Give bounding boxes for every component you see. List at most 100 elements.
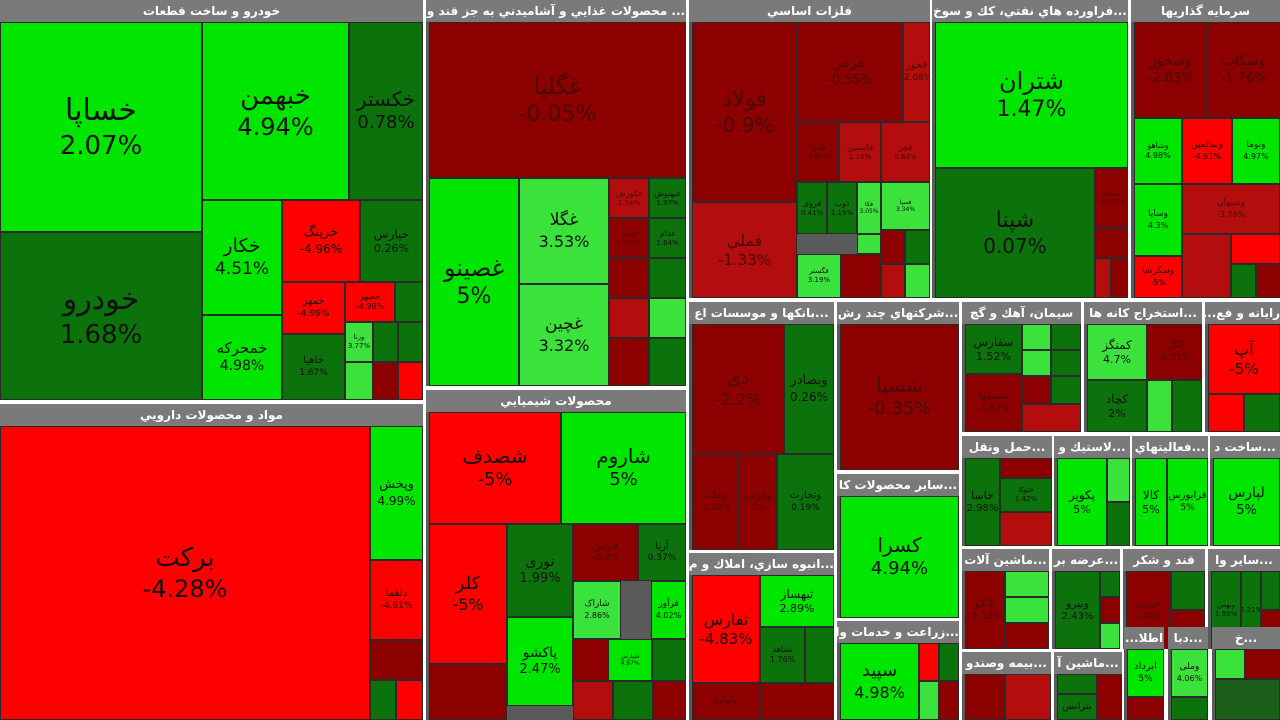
stock-tile[interactable]: کمنگز 4.7%	[1087, 324, 1147, 380]
minor-stock-tile[interactable]	[649, 298, 686, 338]
stock-tile[interactable]: فملي -1.33%	[692, 202, 797, 298]
minor-stock-tile[interactable]	[1182, 234, 1231, 298]
stock-tile[interactable]: شپنا 0.07%	[935, 168, 1095, 298]
sector-header[interactable]: ...انبوه سازي، املاك و م	[689, 553, 834, 575]
stock-tile[interactable]: سفارس 1.52%	[965, 324, 1022, 374]
sector-header[interactable]: رایانه و فع...	[1205, 302, 1280, 324]
stock-tile[interactable]: خرینگ -4.96%	[282, 200, 360, 282]
stock-tile[interactable]: شاروم 5%	[561, 412, 686, 524]
minor-stock-tile[interactable]	[1127, 697, 1164, 720]
sector-header[interactable]: فلزات اساسي	[689, 0, 930, 22]
minor-stock-tile[interactable]	[1261, 571, 1280, 610]
stock-tile[interactable]: وپخش 4.99%	[370, 426, 423, 560]
sector-header[interactable]: ...لاستيك و	[1054, 436, 1130, 458]
stock-tile[interactable]: تاپکو -0.12%	[965, 571, 1005, 649]
sector-header[interactable]: ...بانكها و موسسات اع	[689, 302, 834, 324]
minor-stock-tile[interactable]	[857, 234, 881, 254]
stock-tile[interactable]: خبهمن 4.94%	[202, 22, 349, 200]
stock-tile[interactable]: حاسا 2.98%	[965, 458, 1000, 546]
minor-stock-tile[interactable]	[652, 639, 686, 681]
stock-tile[interactable]: دلقما -4.61%	[370, 560, 423, 640]
minor-stock-tile[interactable]	[1051, 350, 1081, 376]
stock-tile[interactable]: هرمز -0.55%	[797, 22, 903, 122]
stock-tile[interactable]: فولاد -0.9%	[692, 22, 797, 202]
stock-tile[interactable]: کچاد 2%	[1087, 380, 1147, 432]
stock-tile[interactable]: شبندر -0.67%	[1095, 168, 1128, 228]
stock-tile[interactable]: غدام 1.64%	[649, 218, 686, 258]
minor-stock-tile[interactable]	[373, 322, 398, 362]
minor-stock-tile[interactable]	[1245, 649, 1280, 679]
minor-stock-tile[interactable]	[573, 681, 613, 720]
stock-tile[interactable]: کگل -0.51%	[1147, 324, 1202, 380]
sector-header[interactable]: ...عرضه بر	[1052, 549, 1120, 571]
minor-stock-tile[interactable]	[905, 230, 930, 264]
stock-tile[interactable]: ثشاهد 1.76%	[760, 627, 805, 683]
sector-header[interactable]: اطلا...	[1124, 627, 1164, 649]
stock-tile[interactable]: فخوز-2.08%	[903, 22, 930, 122]
minor-stock-tile[interactable]	[1100, 623, 1120, 649]
stock-tile[interactable]: حتوکا 1.42%	[1000, 478, 1052, 512]
minor-stock-tile[interactable]	[1022, 324, 1051, 350]
sector-header[interactable]: ...خ	[1212, 627, 1280, 649]
minor-stock-tile[interactable]	[881, 264, 905, 298]
stock-tile[interactable]: خمهر -4.99%	[282, 282, 345, 334]
minor-stock-tile[interactable]	[1172, 380, 1202, 432]
stock-tile[interactable]: فایرا -1.81%	[797, 122, 839, 182]
stock-tile[interactable]: لپارس 5%	[1213, 458, 1280, 546]
minor-stock-tile[interactable]	[841, 254, 881, 298]
minor-stock-tile[interactable]	[1107, 458, 1130, 502]
stock-tile[interactable]: خاهیا 1.87%	[282, 334, 345, 400]
minor-stock-tile[interactable]	[760, 683, 834, 720]
minor-stock-tile[interactable]	[1022, 350, 1051, 376]
minor-stock-tile[interactable]	[1057, 674, 1097, 694]
stock-tile[interactable]: شسپا -0.35%	[840, 324, 959, 470]
stock-tile[interactable]: وسالمین -4.91%	[1182, 118, 1232, 184]
stock-tile[interactable]: شصدف -5%	[429, 412, 561, 524]
stock-tile[interactable]: نوری 1.99%	[507, 524, 573, 617]
stock-tile[interactable]: وسکاب -1.76%	[1207, 22, 1280, 118]
minor-stock-tile[interactable]	[1022, 376, 1051, 404]
minor-stock-tile[interactable]	[1171, 571, 1205, 610]
stock-tile[interactable]: غکورش 1.54%	[609, 178, 649, 218]
sector-header[interactable]: ...ماشين آ	[1054, 652, 1122, 674]
minor-stock-tile[interactable]	[1095, 258, 1111, 298]
minor-stock-tile[interactable]	[965, 674, 1005, 720]
sector-header[interactable]: سرمايه گذاريها	[1131, 0, 1280, 22]
minor-stock-tile[interactable]	[649, 338, 686, 386]
stock-tile[interactable]: وبصادر 0.26%	[784, 324, 834, 454]
minor-stock-tile[interactable]	[649, 258, 686, 298]
stock-tile[interactable]: فرآور 4.02%	[651, 581, 686, 639]
stock-tile[interactable]: کالا 5%	[1135, 458, 1167, 546]
minor-stock-tile[interactable]	[398, 362, 423, 400]
sector-header[interactable]: ...فراورده هاي نفتي، كك و سوخ	[932, 0, 1128, 22]
stock-tile[interactable]: شپارس 4.97%	[608, 639, 652, 681]
stock-tile[interactable]: پکویر 5%	[1057, 458, 1107, 546]
minor-stock-tile[interactable]	[1107, 502, 1130, 546]
stock-tile[interactable]: غگلا 3.53%	[519, 178, 609, 284]
minor-stock-tile[interactable]	[1100, 597, 1120, 623]
minor-stock-tile[interactable]	[881, 230, 905, 264]
stock-tile[interactable]: وملی 4.06%	[1171, 649, 1208, 697]
stock-tile[interactable]: فگستر 3.19%	[797, 254, 841, 298]
minor-stock-tile[interactable]	[1000, 512, 1052, 546]
stock-tile[interactable]: خکار 4.51%	[202, 200, 282, 315]
sector-header[interactable]: ...سایر وا	[1208, 549, 1280, 571]
sector-header[interactable]: ...دبا	[1168, 627, 1208, 649]
minor-stock-tile[interactable]	[398, 322, 423, 362]
stock-tile[interactable]: برکت -4.28%	[0, 426, 370, 720]
stock-tile[interactable]: فرابورس 5%	[1167, 458, 1208, 546]
sector-header[interactable]: ...فعاليتهاي	[1132, 436, 1208, 458]
minor-stock-tile[interactable]	[370, 640, 423, 680]
minor-stock-tile[interactable]	[939, 643, 959, 681]
minor-stock-tile[interactable]	[1095, 228, 1128, 258]
stock-tile[interactable]: غگلپا -0.05%	[429, 22, 686, 178]
stock-tile[interactable]: غچين 3.32%	[519, 284, 609, 386]
stock-tile[interactable]: فکا 3.05%	[857, 182, 881, 234]
minor-stock-tile[interactable]	[919, 681, 939, 720]
stock-tile[interactable]: وتجارت 0.19%	[777, 454, 834, 550]
stock-tile[interactable]: ذوب 1.19%	[827, 182, 857, 234]
minor-stock-tile[interactable]	[805, 627, 834, 683]
minor-stock-tile[interactable]	[609, 338, 649, 386]
stock-tile[interactable]: غصینو 5%	[429, 178, 519, 386]
stock-tile[interactable]: وشاهو 4.98%	[1134, 118, 1182, 184]
